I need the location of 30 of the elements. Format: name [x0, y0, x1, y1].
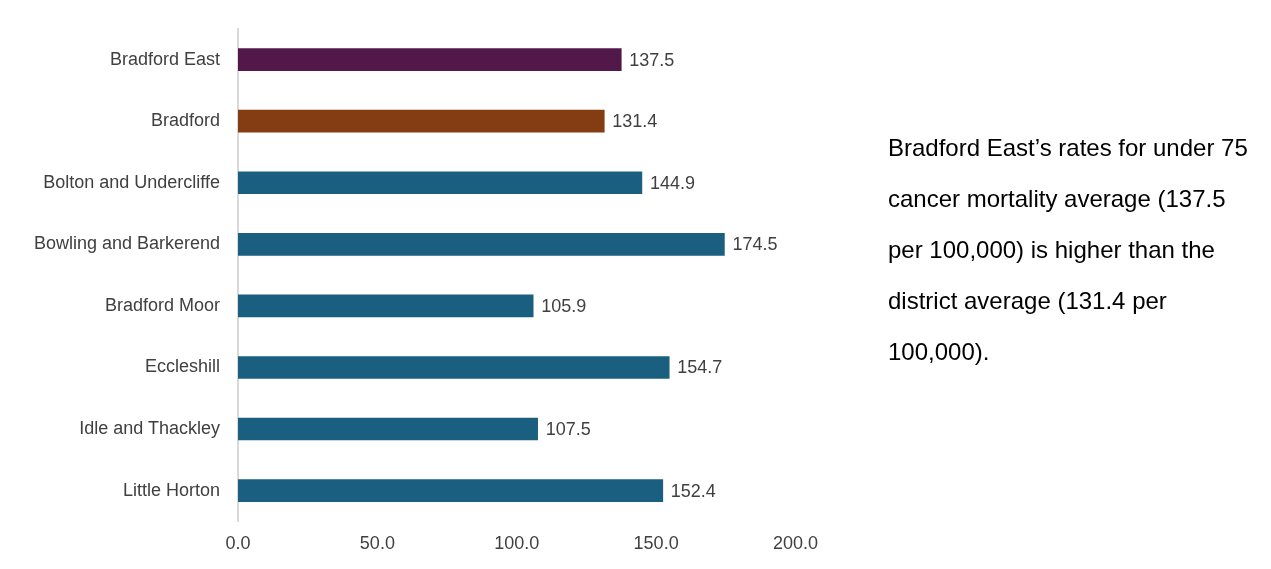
bar: [238, 109, 605, 133]
data-label: 152.4: [670, 480, 716, 501]
bar: [238, 48, 622, 71]
y-tick-label: Bradford: [150, 110, 220, 131]
data-label: 154.7: [677, 357, 723, 378]
y-tick-label: Little Horton: [122, 479, 220, 500]
bar: [238, 356, 670, 379]
y-tick-label: Idle and Thackley: [79, 418, 220, 439]
x-tick-label: 0.0: [225, 533, 251, 554]
x-tick-label: 150.0: [633, 533, 679, 554]
data-label: 131.4: [612, 111, 658, 132]
y-tick-label: Bowling and Barkerend: [33, 233, 220, 254]
bar: [238, 171, 643, 195]
bar: [238, 294, 534, 318]
bar: [238, 417, 538, 441]
y-tick-label: Bolton and Undercliffe: [43, 171, 220, 192]
data-label: 144.9: [649, 172, 695, 193]
y-tick-label: Bradford East: [109, 48, 220, 69]
data-label: 105.9: [541, 295, 587, 316]
data-label: 174.5: [732, 234, 778, 255]
x-tick-label: 100.0: [494, 533, 540, 554]
bar: [238, 232, 725, 256]
bar: [238, 479, 664, 502]
y-tick-label: Bradford Moor: [104, 294, 220, 315]
x-tick-label: 50.0: [359, 533, 395, 554]
text: Bradford East’s rates for under 75 cancer mortality average (137.5 per 100,000) is higher than the district average (131.4 per 100,000).: [888, 133, 1249, 367]
data-label: 137.5: [629, 49, 675, 70]
x-tick-label: 200.0: [772, 533, 818, 554]
y-tick-label: Eccleshill: [144, 356, 220, 377]
data-label: 107.5: [545, 419, 591, 440]
